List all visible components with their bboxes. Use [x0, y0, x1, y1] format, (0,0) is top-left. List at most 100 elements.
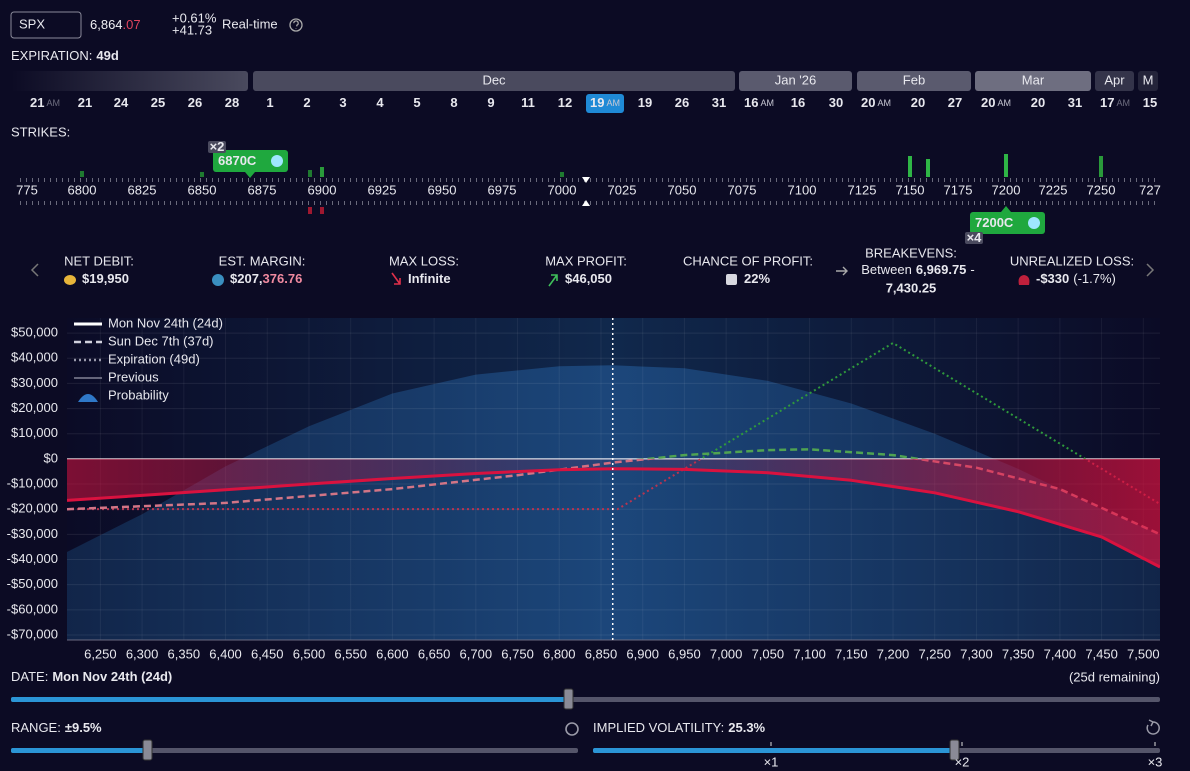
- x-tick-label: 7,000: [710, 646, 743, 661]
- leg-qty-badge: [965, 232, 983, 244]
- strike-label: 6800: [68, 182, 97, 197]
- reset-icon[interactable]: [1146, 719, 1160, 735]
- stat-value-main: $19,950: [82, 271, 129, 286]
- leg-pointer: [245, 172, 255, 178]
- iv-tick: [961, 742, 963, 746]
- date[interactable]: 3: [339, 95, 346, 110]
- month-label: Dec: [482, 72, 506, 87]
- date[interactable]: 21 AM: [30, 95, 60, 110]
- month-bar[interactable]: [1138, 71, 1158, 91]
- range-icon[interactable]: [565, 722, 579, 736]
- month-bar[interactable]: [1095, 71, 1134, 91]
- quote-mode: Real-time: [222, 16, 278, 31]
- date[interactable]: 9: [487, 95, 494, 110]
- date[interactable]: 1: [266, 95, 273, 110]
- x-tick-label: 6,450: [251, 646, 284, 661]
- help-icon[interactable]: [289, 18, 303, 32]
- strike-label: 6950: [428, 182, 457, 197]
- breakeven-high: 7,430.25: [886, 280, 937, 295]
- iv-mark: ×3: [1148, 754, 1163, 769]
- date[interactable]: 19: [638, 95, 652, 110]
- strikes-label: STRIKES:: [11, 124, 70, 139]
- strike-label: 7225: [1039, 182, 1068, 197]
- date-day: 21: [30, 95, 44, 110]
- legend-label: Previous: [108, 369, 159, 384]
- date[interactable]: 16 AM: [744, 95, 774, 110]
- date[interactable]: 21: [78, 95, 92, 110]
- date[interactable]: 20 AM: [981, 95, 1011, 110]
- date[interactable]: 31: [1068, 95, 1082, 110]
- leg-qty: ×2: [210, 139, 225, 154]
- date[interactable]: 20: [911, 95, 925, 110]
- date-selected: [586, 94, 624, 113]
- range-slider-thumb[interactable]: [142, 739, 153, 761]
- leg-label: 7200C: [975, 215, 1014, 230]
- date-day: 11: [521, 95, 535, 110]
- date[interactable]: 12: [558, 95, 572, 110]
- y-tick-label: $40,000: [11, 350, 58, 365]
- date-slider-thumb[interactable]: [563, 688, 574, 710]
- date-day: 25: [151, 95, 165, 110]
- date[interactable]: 26: [188, 95, 202, 110]
- x-tick-label: 6,250: [84, 646, 117, 661]
- stat-value: 22%: [744, 271, 770, 286]
- date[interactable]: 19 AM: [590, 95, 620, 110]
- price: 6,864.07: [90, 17, 141, 32]
- date[interactable]: 15: [1143, 95, 1157, 110]
- leg-badge[interactable]: [970, 212, 1045, 234]
- x-tick-label: 6,700: [460, 646, 493, 661]
- iv-tick: [770, 742, 772, 746]
- date[interactable]: 2: [303, 95, 310, 110]
- month-bar[interactable]: [739, 71, 852, 91]
- iv-control: IMPLIED VOLATILITY: 25.3%: [593, 720, 766, 735]
- stat-value-main: $207,: [230, 271, 263, 286]
- date[interactable]: 17 AM: [1100, 95, 1130, 110]
- leg-icon: [1028, 217, 1040, 229]
- symbol-input[interactable]: [10, 11, 82, 39]
- x-tick-label: 6,400: [209, 646, 242, 661]
- date[interactable]: 11: [521, 95, 535, 110]
- month-bar[interactable]: [253, 71, 735, 91]
- stat-value: -$330 (-1.7%): [1036, 271, 1116, 286]
- next-arrow[interactable]: [1146, 263, 1155, 277]
- date[interactable]: 31: [712, 95, 726, 110]
- stat-value: Between 6,969.75-: [861, 262, 975, 277]
- date[interactable]: 5: [413, 95, 420, 110]
- date[interactable]: 4: [376, 95, 384, 110]
- month-bar[interactable]: [975, 71, 1091, 91]
- change-pct: +0.61%: [172, 10, 217, 25]
- range-control: RANGE: ±9.5%: [11, 720, 102, 735]
- range-label: RANGE:: [11, 720, 61, 735]
- date[interactable]: 24: [114, 95, 129, 110]
- x-tick-label: 6,300: [126, 646, 159, 661]
- prev-arrow[interactable]: [30, 263, 39, 277]
- month-bar[interactable]: [857, 71, 971, 91]
- strike-label: 6900: [308, 182, 337, 197]
- stat-label: UNREALIZED LOSS:: [1010, 253, 1134, 268]
- date[interactable]: 8: [450, 95, 457, 110]
- stat-value-main: Infinite: [408, 271, 451, 286]
- y-tick-label: -$10,000: [7, 475, 58, 490]
- legend-label: Expiration (49d): [108, 351, 200, 366]
- symbol: SPX: [19, 16, 45, 31]
- date[interactable]: 16: [791, 95, 805, 110]
- x-tick-label: 7,250: [918, 646, 951, 661]
- spot-marker: [582, 200, 590, 206]
- x-tick-label: 7,300: [960, 646, 993, 661]
- date[interactable]: 20: [1031, 95, 1045, 110]
- date[interactable]: 25: [151, 95, 165, 110]
- iv-value: 25.3%: [728, 720, 765, 735]
- date[interactable]: 30: [829, 95, 843, 110]
- date-day: 2: [303, 95, 310, 110]
- date[interactable]: 27: [948, 95, 962, 110]
- date[interactable]: 20 AM: [861, 95, 891, 110]
- iv-label: IMPLIED VOLATILITY:: [593, 720, 724, 735]
- date[interactable]: 26: [675, 95, 689, 110]
- series-line-above: [699, 342, 1088, 459]
- date[interactable]: 28: [225, 95, 239, 110]
- date-day: 24: [114, 95, 129, 110]
- leg-badge[interactable]: [213, 150, 288, 172]
- date-day: 26: [188, 95, 202, 110]
- x-tick-label: 6,350: [168, 646, 201, 661]
- iv-slider-thumb[interactable]: [949, 739, 960, 761]
